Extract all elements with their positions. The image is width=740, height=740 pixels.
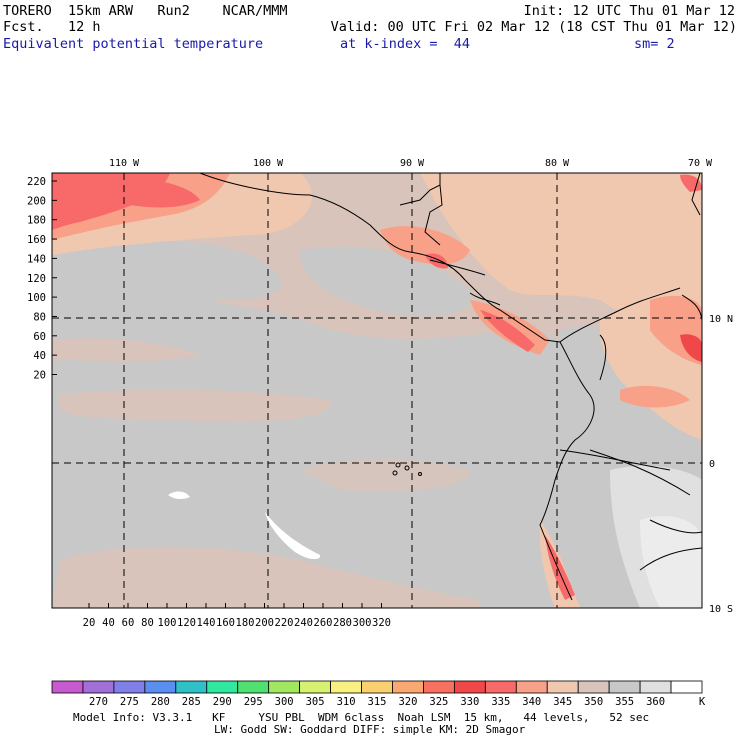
model-info-line2: LW: Godd SW: Goddard DIFF: simple KM: 2D… [214, 723, 526, 736]
smoothing-label: sm= 2 [634, 36, 675, 52]
color-bar-label: 310 [337, 696, 356, 708]
color-bar-swatch [670, 680, 703, 694]
color-bar-unit: K [699, 696, 706, 708]
color-bar-label: 315 [368, 696, 387, 708]
lat-label: 10 N [709, 314, 733, 325]
lon-label: 90 W [400, 158, 425, 169]
x-tick-label: 240 [294, 617, 313, 629]
lon-label: 110 W [109, 158, 140, 169]
color-bar-label: 300 [275, 696, 294, 708]
valid-time: Valid: 00 UTC Fri 02 Mar 12 (18 CST Thu … [330, 19, 737, 35]
color-bar-swatch [82, 680, 115, 694]
color-bar-swatch [330, 680, 362, 694]
longitude-labels: 110 W 100 W 90 W 80 W 70 W [109, 158, 713, 169]
color-bar-label: 335 [491, 696, 510, 708]
color-bar-labels: 270 275 280 285 290 295 300 305 310 315 320 325 330 3… [89, 696, 665, 708]
level-label: at k-index = 44 [340, 36, 471, 52]
color-bar-label: 345 [553, 696, 572, 708]
color-bar-swatch [484, 680, 517, 694]
x-tick-label: 100 [158, 617, 177, 629]
y-tick-label: 220 [27, 176, 46, 188]
x-tick-label: 300 [353, 617, 372, 629]
color-bar-label: 270 [89, 696, 108, 708]
color-bar-label: 280 [151, 696, 170, 708]
color-bar-swatch [144, 680, 177, 694]
color-bar-swatch [639, 680, 672, 694]
y-tick-label: 60 [33, 331, 46, 343]
lat-label: 0 [709, 459, 715, 470]
color-bar-label: 305 [306, 696, 325, 708]
color-bar-label: 285 [182, 696, 201, 708]
color-bar-swatch [577, 680, 610, 694]
header-title-line: TORERO 15km ARW Run2 NCAR/MMM [3, 3, 288, 19]
lon-label: 80 W [545, 158, 570, 169]
field-name: Equivalent potential temperature [3, 36, 264, 52]
lon-label: 100 W [253, 158, 284, 169]
color-bar-label: 325 [429, 696, 448, 708]
color-bar-label: 295 [244, 696, 263, 708]
color-bar-swatch [392, 680, 424, 694]
color-bar-swatch [237, 680, 270, 694]
color-bar-swatch [453, 680, 486, 694]
color-bar-swatch [206, 680, 239, 694]
x-tick-label: 200 [255, 617, 274, 629]
y-tick-label: 20 [33, 370, 46, 382]
forecast-hour: Fcst. 12 h [3, 19, 101, 35]
y-tick-labels: 220 200 180 160 140 120 100 80 60 40 20 [27, 176, 46, 382]
color-bar-swatch [423, 680, 455, 694]
x-tick-label: 120 [177, 617, 196, 629]
color-bar-swatch [515, 680, 548, 694]
color-bar-swatch [546, 680, 579, 694]
x-tick-label: 220 [275, 617, 294, 629]
y-tick-label: 40 [33, 350, 46, 362]
y-tick-label: 180 [27, 215, 46, 227]
color-bar-swatch [51, 680, 84, 694]
color-bar-label: 355 [615, 696, 634, 708]
y-tick-label: 140 [27, 253, 46, 265]
x-tick-label: 60 [122, 617, 135, 629]
init-time: Init: 12 UTC Thu 01 Mar 12 [523, 3, 735, 19]
x-tick-label: 140 [197, 617, 216, 629]
y-tick-label: 200 [27, 195, 46, 207]
color-bar-label: 330 [460, 696, 479, 708]
x-tick-label: 260 [314, 617, 333, 629]
color-bar-swatch [175, 680, 208, 694]
color-bar-swatch [361, 680, 393, 694]
x-tick-label: 20 [83, 617, 96, 629]
x-tick-label: 280 [333, 617, 352, 629]
color-bar-swatch [299, 680, 331, 694]
x-tick-labels: 20 40 60 80 100 120 140 160 180 200 220 240 260 280 30… [83, 617, 391, 629]
x-tick-label: 80 [141, 617, 154, 629]
color-bar-label: 320 [398, 696, 417, 708]
color-bar-label: 360 [646, 696, 665, 708]
graticule [52, 173, 702, 608]
y-tick-label: 80 [33, 311, 46, 323]
color-bar-label: 290 [213, 696, 232, 708]
y-tick-label: 120 [27, 273, 46, 285]
axis-ticks [52, 180, 382, 608]
latitude-labels: 10 N 0 10 S [709, 314, 733, 615]
color-bar [51, 680, 703, 694]
color-bar-swatch [113, 680, 146, 694]
x-tick-label: 320 [372, 617, 391, 629]
color-bar-label: 340 [522, 696, 541, 708]
color-bar-swatch [268, 680, 301, 694]
y-tick-label: 100 [27, 292, 46, 304]
x-tick-label: 180 [236, 617, 255, 629]
color-bar-label: 350 [584, 696, 603, 708]
color-bar-swatch [608, 680, 641, 694]
x-tick-label: 40 [102, 617, 115, 629]
model-info-line1: Model Info: V3.3.1 KF YSU PBL WDM 6class… [73, 711, 650, 724]
theta-e-field [52, 173, 702, 608]
y-tick-label: 160 [27, 234, 46, 246]
lon-label: 70 W [688, 158, 713, 169]
color-bar-label: 275 [120, 696, 139, 708]
x-tick-label: 160 [216, 617, 235, 629]
lat-label: 10 S [709, 604, 733, 615]
map-frame [51, 172, 703, 609]
